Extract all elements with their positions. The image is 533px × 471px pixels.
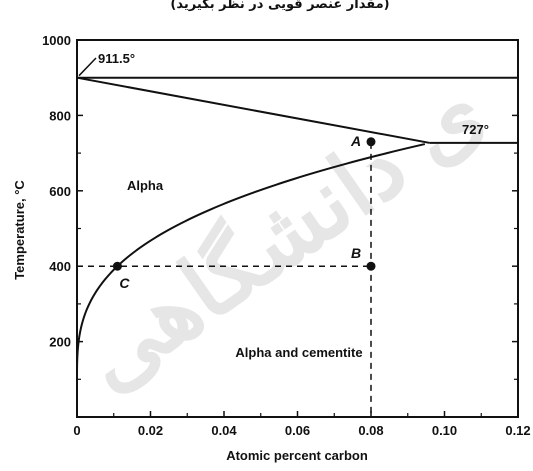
temp-727-label: 727°	[462, 122, 489, 137]
y-tick-label: 400	[49, 259, 71, 274]
x-tick-label: 0.10	[432, 423, 457, 438]
point-a	[366, 137, 376, 147]
y-tick-label: 800	[49, 108, 71, 123]
leader-9115	[78, 57, 97, 77]
x-tick-label: 0.02	[138, 423, 163, 438]
plot-axes: 0 0.02 0.04 0.06 0.08 0.10 0.12 200 400 600 800 100…	[42, 33, 531, 438]
point-b-label: B	[351, 245, 361, 261]
line-gamma-boundary	[76, 76, 430, 144]
x-tick-label: 0.06	[285, 423, 310, 438]
point-c	[112, 261, 122, 271]
x-tick-label: 0.12	[505, 423, 530, 438]
y-tick-label: 600	[49, 184, 71, 199]
x-tick-label: 0.04	[211, 423, 237, 438]
plot-marks: A B C	[76, 57, 518, 417]
temp-9115-label: 911.5°	[98, 51, 135, 66]
point-a-label: A	[350, 133, 361, 149]
caption-text: (مقدار عنصر قویی در نظر بگیرید)	[170, 0, 389, 12]
solvus-curve	[76, 143, 426, 380]
y-axis-label: Temperature, °C	[12, 180, 27, 280]
point-b	[366, 261, 376, 271]
region-alpha-label: Alpha	[127, 178, 164, 193]
y-tick-label: 200	[49, 335, 71, 350]
y-tick-label: 1000	[42, 33, 71, 48]
region-alpha-cementite-label: Alpha and cementite	[235, 345, 362, 360]
point-c-label: C	[119, 275, 130, 291]
x-axis-label: Atomic percent carbon	[226, 448, 368, 463]
x-tick-label: 0	[73, 423, 80, 438]
x-tick-label: 0.08	[358, 423, 383, 438]
